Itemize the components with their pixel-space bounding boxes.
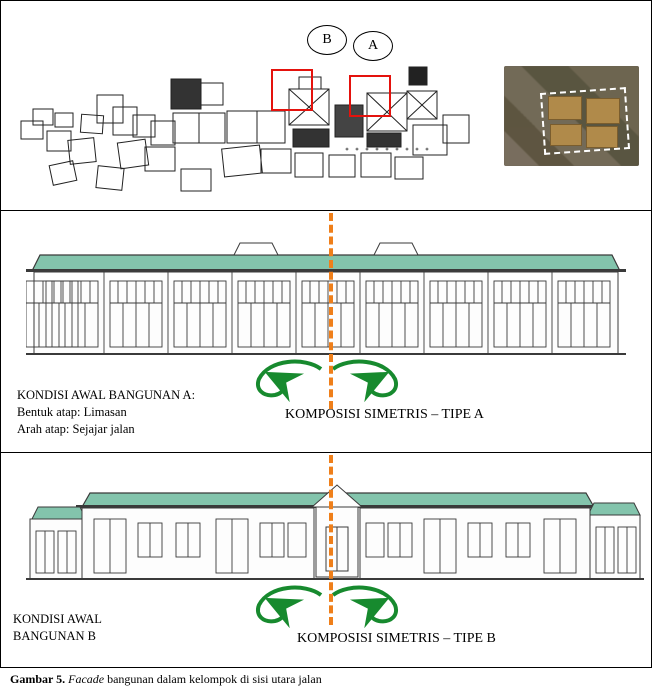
- panel-plan-aerial: B A: [1, 1, 651, 211]
- symmetry-arrows-b: [237, 587, 417, 627]
- callout-red-b: [271, 69, 313, 111]
- callout-red-a: [349, 75, 391, 117]
- figcap-prefix: Gambar 5.: [10, 672, 65, 686]
- facade-a-wrap: [26, 225, 626, 370]
- label-kondisi-b2: BANGUNAN B: [13, 628, 102, 645]
- text-block-a: KONDISI AWAL BANGUNAN A: Bentuk atap: Li…: [17, 387, 195, 438]
- label-roof-dir-a: Arah atap: Sejajar jalan: [17, 421, 195, 438]
- symmetry-axis-b: [329, 455, 333, 625]
- site-plan: [11, 29, 481, 199]
- figcap-italic: Facade: [68, 672, 104, 686]
- facade-b-wrap: [26, 467, 626, 598]
- aerial-dashed-box: [540, 87, 630, 155]
- panel-facade-a: KONDISI AWAL BANGUNAN A: Bentuk atap: Li…: [1, 211, 651, 453]
- composition-a: KOMPOSISI SIMETRIS – TIPE A: [285, 407, 484, 423]
- facade-a-svg: [26, 225, 626, 365]
- figure-frame: B A: [0, 0, 652, 668]
- label-roof-shape-a: Bentuk atap: Limasan: [17, 404, 195, 421]
- symmetry-axis-a: [329, 213, 333, 409]
- text-block-b: KONDISI AWAL BANGUNAN B: [13, 611, 102, 645]
- figure-caption: Gambar 5. Facade bangunan dalam kelompok…: [0, 668, 652, 693]
- panel-facade-b: KONDISI AWAL BANGUNAN B KOMPOSISI SIMETR…: [1, 453, 651, 667]
- facade-b-svg: [26, 467, 644, 593]
- aerial-photo: [504, 66, 639, 166]
- label-kondisi-b1: KONDISI AWAL: [13, 611, 102, 628]
- figcap-rest: bangunan dalam kelompok di sisi utara ja…: [107, 672, 322, 686]
- symmetry-arrows-a: [237, 361, 417, 401]
- label-kondisi-a: KONDISI AWAL BANGUNAN A:: [17, 387, 195, 404]
- composition-b: KOMPOSISI SIMETRIS – TIPE B: [297, 631, 496, 647]
